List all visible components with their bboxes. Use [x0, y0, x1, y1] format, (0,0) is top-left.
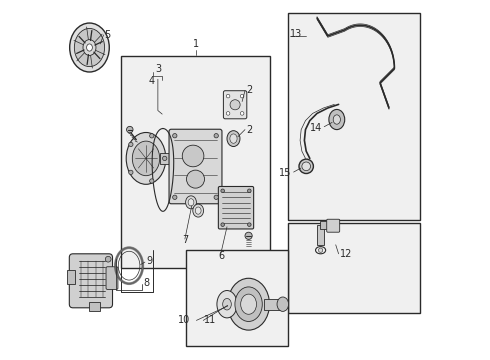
Ellipse shape	[126, 132, 166, 184]
Ellipse shape	[126, 126, 133, 133]
Ellipse shape	[299, 159, 314, 174]
Ellipse shape	[221, 223, 224, 226]
Text: 2: 2	[246, 85, 252, 95]
Bar	[264, 299, 284, 310]
Ellipse shape	[149, 179, 154, 183]
Ellipse shape	[163, 156, 167, 161]
Ellipse shape	[70, 23, 109, 72]
Text: 14: 14	[310, 123, 322, 133]
Ellipse shape	[329, 109, 345, 130]
Text: 8: 8	[144, 278, 149, 288]
Bar	[90, 302, 99, 311]
Ellipse shape	[129, 142, 133, 147]
Ellipse shape	[226, 94, 230, 98]
Ellipse shape	[105, 256, 111, 262]
Ellipse shape	[277, 297, 289, 311]
Ellipse shape	[333, 115, 341, 124]
Bar	[160, 153, 169, 164]
Text: 11: 11	[204, 315, 216, 325]
Bar	[67, 270, 74, 284]
Ellipse shape	[83, 40, 96, 55]
Text: 5: 5	[104, 30, 111, 40]
FancyBboxPatch shape	[327, 219, 340, 232]
Ellipse shape	[247, 189, 251, 193]
Ellipse shape	[129, 170, 133, 175]
Text: 1: 1	[194, 39, 199, 49]
Ellipse shape	[172, 134, 177, 138]
Text: 10: 10	[178, 315, 190, 325]
Ellipse shape	[247, 223, 251, 226]
Text: 2: 2	[246, 125, 252, 135]
Ellipse shape	[230, 100, 240, 110]
Ellipse shape	[214, 134, 219, 138]
Bar	[186, 250, 288, 346]
Ellipse shape	[193, 204, 204, 217]
Ellipse shape	[318, 248, 323, 252]
Ellipse shape	[187, 170, 204, 188]
Ellipse shape	[235, 287, 262, 321]
Ellipse shape	[222, 298, 231, 310]
Ellipse shape	[132, 141, 160, 176]
Ellipse shape	[87, 44, 92, 51]
Ellipse shape	[182, 145, 204, 167]
Ellipse shape	[227, 131, 240, 147]
Ellipse shape	[240, 112, 244, 115]
FancyBboxPatch shape	[169, 129, 222, 204]
Text: 6: 6	[218, 251, 224, 261]
Ellipse shape	[228, 278, 270, 330]
Bar	[317, 225, 324, 245]
Ellipse shape	[186, 196, 196, 209]
Text: 3: 3	[155, 64, 161, 74]
Bar	[121, 56, 270, 268]
Ellipse shape	[221, 189, 224, 193]
FancyBboxPatch shape	[223, 91, 247, 119]
Ellipse shape	[217, 291, 237, 318]
Ellipse shape	[74, 28, 104, 67]
Ellipse shape	[230, 134, 237, 143]
Text: 15: 15	[279, 168, 292, 178]
FancyBboxPatch shape	[69, 254, 113, 308]
Bar	[288, 13, 419, 220]
Text: 9: 9	[146, 256, 152, 266]
Ellipse shape	[241, 294, 257, 314]
Bar	[320, 221, 333, 229]
Ellipse shape	[172, 195, 177, 199]
Ellipse shape	[214, 195, 219, 199]
Text: 4: 4	[148, 76, 154, 86]
Ellipse shape	[245, 232, 252, 239]
Text: 13: 13	[290, 29, 302, 39]
Ellipse shape	[149, 134, 154, 138]
Ellipse shape	[226, 112, 230, 115]
FancyBboxPatch shape	[219, 186, 254, 229]
FancyBboxPatch shape	[106, 267, 118, 289]
Ellipse shape	[196, 207, 201, 214]
Ellipse shape	[240, 94, 244, 98]
Ellipse shape	[302, 162, 311, 171]
Bar	[288, 223, 419, 313]
Text: 12: 12	[340, 249, 352, 259]
Ellipse shape	[188, 199, 194, 206]
Text: 7: 7	[182, 235, 188, 246]
